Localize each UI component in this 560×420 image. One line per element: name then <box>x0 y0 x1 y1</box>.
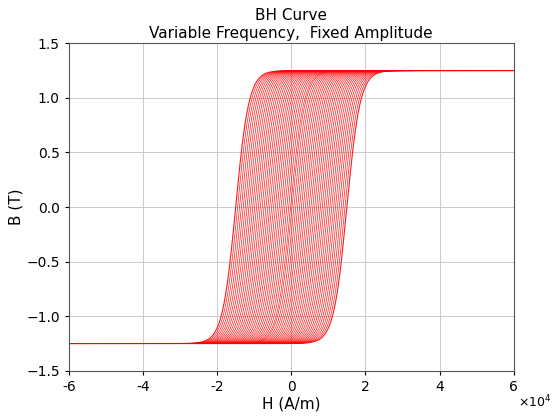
Y-axis label: B (T): B (T) <box>8 189 24 225</box>
Title: BH Curve
Variable Frequency,  Fixed Amplitude: BH Curve Variable Frequency, Fixed Ampli… <box>150 8 433 41</box>
Text: $\times10^4$: $\times10^4$ <box>519 394 552 410</box>
X-axis label: H (A/m): H (A/m) <box>262 396 320 412</box>
